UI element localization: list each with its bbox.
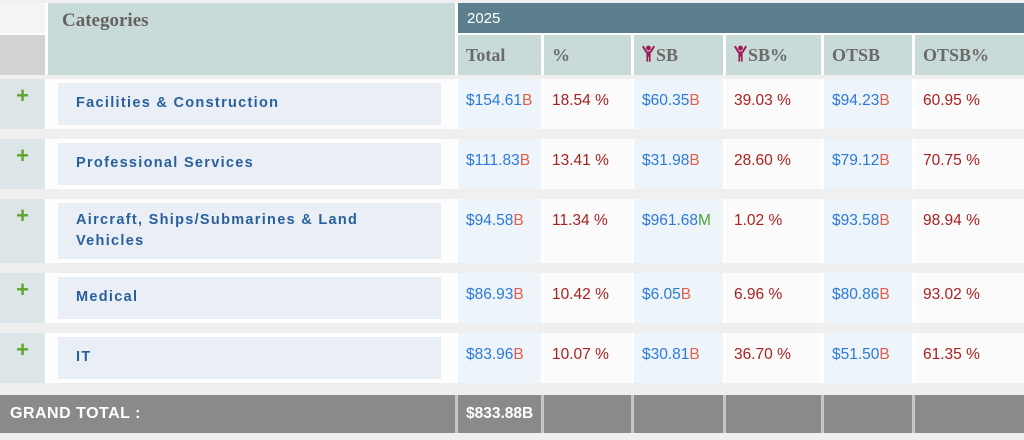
column-header-pct: % <box>544 35 631 75</box>
otsb-value: $51.50 B <box>824 333 912 383</box>
plus-icon: + <box>16 203 29 228</box>
header-corner-bottom <box>0 35 45 75</box>
expand-row-button[interactable]: + <box>0 139 45 189</box>
plus-icon: + <box>16 277 29 302</box>
total-value: $154.61 B <box>458 79 541 129</box>
column-header-sbpct: SB% <box>726 35 821 75</box>
otsb-pct-value: 70.75 % <box>915 139 1024 189</box>
expand-row-button[interactable]: + <box>0 199 45 263</box>
grand-total-empty-cell <box>824 395 912 433</box>
table-row: + Medical $86.93 B 10.42 % $6.05 B 6.96 % … <box>0 273 1024 323</box>
total-pct-value: 18.54 % <box>544 79 631 129</box>
person-icon <box>733 45 748 67</box>
grand-total-empty-cell <box>726 395 821 433</box>
grand-total-empty-cell <box>634 395 723 433</box>
plus-icon: + <box>16 337 29 362</box>
table-row: + Professional Services $111.83 B 13.41 %… <box>0 139 1024 189</box>
total-value: $86.93 B <box>458 273 541 323</box>
year-band: 2025 <box>458 3 1024 33</box>
total-value: $111.83 B <box>458 139 541 189</box>
grand-total-empty-cell <box>915 395 1024 433</box>
total-value: $83.96 B <box>458 333 541 383</box>
spending-by-category-table: Categories 2025 Total % SB SB% OTSB OTSB… <box>0 3 1024 433</box>
otsb-pct-value: 61.35 % <box>915 333 1024 383</box>
column-header-otsb: OTSB <box>824 35 912 75</box>
categories-column-header: Categories <box>48 3 455 75</box>
expand-row-button[interactable]: + <box>0 79 45 129</box>
category-label: IT <box>58 337 441 379</box>
column-header-total: Total <box>458 35 541 75</box>
otsb-pct-value: 93.02 % <box>915 273 1024 323</box>
sb-value: $6.05 B <box>634 273 723 323</box>
plus-icon: + <box>16 83 29 108</box>
otsb-value: $79.12 B <box>824 139 912 189</box>
sb-pct-value: 1.02 % <box>726 199 821 263</box>
table-row: + Facilities & Construction $154.61 B 18.… <box>0 79 1024 129</box>
table-header: Categories 2025 Total % SB SB% OTSB OTSB… <box>0 3 1024 75</box>
sb-value: $31.98 B <box>634 139 723 189</box>
otsb-value: $80.86 B <box>824 273 912 323</box>
category-label: Medical <box>58 277 441 319</box>
total-pct-value: 11.34 % <box>544 199 631 263</box>
otsb-value: $93.58 B <box>824 199 912 263</box>
column-header-otsbpct: OTSB% <box>915 35 1024 75</box>
grand-total-row: GRAND TOTAL : $833.88B <box>0 395 1024 433</box>
category-label: Aircraft, Ships/Submarines & Land Vehicl… <box>58 203 441 259</box>
total-value: $94.58 B <box>458 199 541 263</box>
sb-value: $30.81 B <box>634 333 723 383</box>
expand-row-button[interactable]: + <box>0 333 45 383</box>
table-row: + IT $83.96 B 10.07 % $30.81 B 36.70 % $51… <box>0 333 1024 383</box>
sb-value: $60.35 B <box>634 79 723 129</box>
otsb-value: $94.23 B <box>824 79 912 129</box>
grand-total-empty-cell <box>544 395 631 433</box>
sb-pct-value: 6.96 % <box>726 273 821 323</box>
column-header-sb: SB <box>634 35 723 75</box>
person-icon <box>641 45 656 67</box>
expand-row-button[interactable]: + <box>0 273 45 323</box>
header-corner-top <box>0 3 45 33</box>
grand-total-label: GRAND TOTAL : <box>0 395 455 433</box>
category-label: Professional Services <box>58 143 441 185</box>
plus-icon: + <box>16 143 29 168</box>
sb-pct-value: 36.70 % <box>726 333 821 383</box>
grand-total-value: $833.88B <box>458 395 541 433</box>
total-pct-value: 10.07 % <box>544 333 631 383</box>
total-pct-value: 10.42 % <box>544 273 631 323</box>
sb-pct-value: 39.03 % <box>726 79 821 129</box>
total-pct-value: 13.41 % <box>544 139 631 189</box>
category-label: Facilities & Construction <box>58 83 441 125</box>
sb-pct-value: 28.60 % <box>726 139 821 189</box>
year-label: 2025 <box>467 9 501 27</box>
otsb-pct-value: 60.95 % <box>915 79 1024 129</box>
sb-value: $961.68 M <box>634 199 723 263</box>
table-row: + Aircraft, Ships/Submarines & Land Vehi… <box>0 199 1024 263</box>
otsb-pct-value: 98.94 % <box>915 199 1024 263</box>
